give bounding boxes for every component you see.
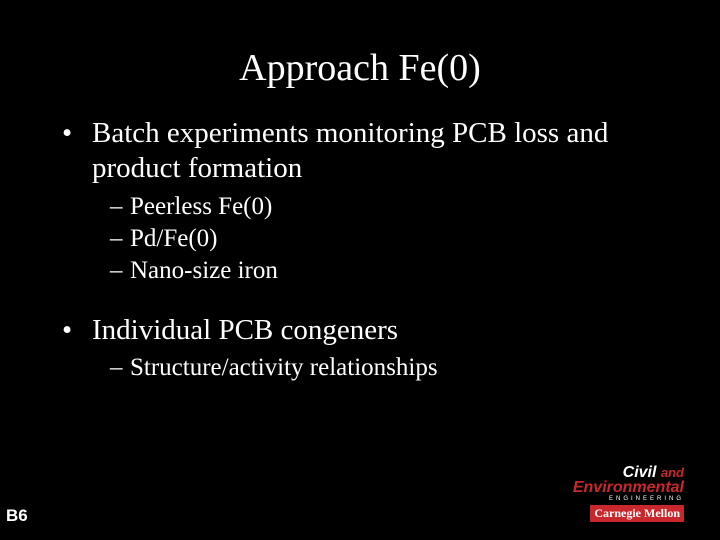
- bullet-text: Individual PCB congeners: [92, 314, 398, 346]
- slide-title: Approach Fe(0): [0, 0, 720, 90]
- sub-list: Peerless Fe(0) Pd/Fe(0) Nano-size iron: [92, 191, 662, 287]
- logo-line-2: Environmental: [546, 480, 684, 495]
- sub-list: Structure/activity relationships: [92, 352, 662, 384]
- logo-line-1: Civil and: [546, 465, 684, 480]
- page-number: B6: [6, 506, 28, 526]
- sub-item: Pd/Fe(0): [110, 223, 662, 255]
- logo-engineering-text: ENGINEERING: [546, 495, 684, 504]
- logo-and-text: and: [661, 465, 684, 480]
- sub-item: Peerless Fe(0): [110, 191, 662, 223]
- logo-cm-wrap: Carnegie Mellon: [546, 504, 684, 522]
- bullet-item: Individual PCB congeners Structure/activ…: [58, 313, 662, 384]
- logo-carnegie-mellon: Carnegie Mellon: [590, 505, 684, 522]
- bullet-list: Batch experiments monitoring PCB loss an…: [58, 116, 662, 384]
- logo-env-text: Environmental: [573, 479, 684, 496]
- dept-logo: Civil and Environmental ENGINEERING Carn…: [546, 465, 684, 522]
- bullet-item: Batch experiments monitoring PCB loss an…: [58, 116, 662, 287]
- bullet-text: Batch experiments monitoring PCB loss an…: [92, 117, 608, 184]
- sub-item: Structure/activity relationships: [110, 352, 662, 384]
- sub-item: Nano-size iron: [110, 255, 662, 287]
- slide-content: Batch experiments monitoring PCB loss an…: [0, 90, 720, 384]
- slide: Approach Fe(0) Batch experiments monitor…: [0, 0, 720, 540]
